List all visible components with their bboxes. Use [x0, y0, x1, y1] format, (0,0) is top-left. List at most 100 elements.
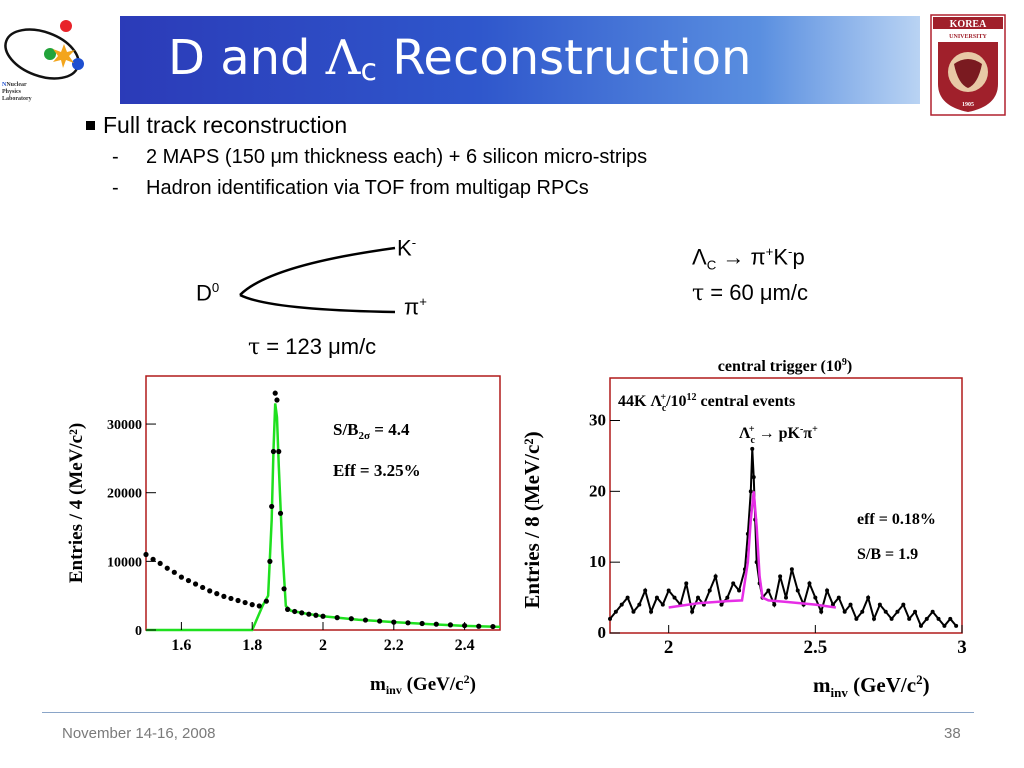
nuclear-physics-lab-logo: NNuclear Physics Laboratory [0, 14, 110, 106]
data-point [649, 609, 654, 614]
data-point [228, 595, 234, 602]
efficiency-annotation: eff = 0.18% [857, 511, 936, 528]
data-point [825, 588, 830, 593]
y-axis-label: Entries / 8 (MeV/c²) [520, 431, 544, 608]
data-point [200, 584, 206, 591]
data-point [877, 602, 882, 607]
y-tick-label: 30000 [107, 418, 142, 433]
y-tick-label: 10 [589, 552, 606, 571]
data-point [348, 616, 354, 622]
data-point [362, 617, 369, 623]
korea-university-logo: KOREA UNIVERSITY 1905 [930, 14, 1006, 116]
svg-text:1905: 1905 [962, 102, 974, 108]
plot-frame [145, 375, 501, 631]
x-tick-label: 2.5 [803, 637, 827, 658]
y-tick-label: 10000 [107, 555, 142, 570]
data-point [784, 595, 788, 600]
atom-logo-icon: NNuclear Physics Laboratory [2, 20, 84, 102]
data-point [313, 612, 319, 618]
d0-lifetime: τ = 123 μm/c [248, 334, 377, 360]
data-point [883, 609, 888, 614]
x-tick-label: 2 [664, 637, 674, 658]
svg-text:Physics: Physics [2, 89, 22, 95]
data-point [789, 567, 794, 572]
data-point [795, 588, 800, 593]
data-point [948, 616, 953, 621]
svg-text:NNuclear: NNuclear [2, 82, 27, 88]
svg-text:Laboratory: Laboratory [2, 96, 32, 102]
data-point [713, 574, 718, 579]
data-point [866, 595, 871, 600]
y-tick-label: 0 [135, 624, 142, 639]
data-point [807, 581, 812, 586]
data-point [433, 621, 439, 627]
x-axis-label: minv (GeV/c2) [370, 672, 476, 697]
data-point [954, 623, 959, 628]
sub-bullet-dash: - [112, 146, 119, 168]
data-point [207, 588, 213, 594]
data-point [476, 623, 482, 629]
data-point [267, 558, 273, 564]
data-point [277, 510, 284, 516]
data-point [192, 581, 199, 587]
footer-date: November 14-16, 2008 [62, 725, 216, 742]
data-point [637, 602, 642, 607]
tiger-crest-icon: KOREA UNIVERSITY 1905 [930, 14, 1006, 116]
data-point [901, 602, 906, 607]
data-point [854, 616, 859, 621]
data-point [276, 448, 282, 455]
data-point [748, 489, 753, 494]
data-point [842, 609, 847, 614]
data-point [751, 475, 756, 480]
x-tick-label: 3 [957, 637, 967, 658]
data-point [150, 556, 156, 562]
main-bullet: Full track reconstruction [86, 112, 347, 139]
data-point [872, 616, 876, 621]
data-point [860, 609, 865, 614]
data-point [613, 609, 618, 614]
data-point [725, 595, 730, 600]
decay-channel-annotation: Λc+ → pK-π+ [739, 424, 818, 446]
d0-label: D0 [196, 280, 220, 306]
data-point [263, 598, 269, 604]
x-tick-label: 2.2 [384, 637, 404, 654]
data-point [848, 602, 853, 607]
data-point [221, 593, 227, 599]
pion-label: π+ [404, 294, 427, 320]
lambda-lifetime: τ = 60 μm/c [692, 280, 808, 306]
data-point [696, 595, 700, 600]
data-point [405, 620, 411, 626]
data-point [918, 623, 923, 628]
data-point [299, 610, 305, 616]
data-point [942, 623, 947, 628]
data-point [936, 616, 941, 621]
data-point [666, 588, 671, 593]
x-axis-label: minv (GeV/c2) [813, 672, 930, 700]
data-point [292, 608, 298, 615]
data-point [419, 620, 425, 627]
svg-text:UNIVERSITY: UNIVERSITY [949, 34, 987, 40]
bullet-square-icon [86, 121, 95, 130]
data-point [737, 588, 742, 593]
data-point [707, 588, 712, 593]
x-tick-label: 1.6 [171, 637, 191, 654]
d0-mass-chart: 1.6 1.8 2 2.2 2.4 0 10000 20000 30000 S/B2σ = 4… [66, 375, 501, 697]
data-point [660, 602, 665, 607]
lambda-decay-label: ΛC → π+K-p [692, 244, 805, 273]
data-point [157, 560, 163, 567]
sub-bullet-dash: - [112, 177, 119, 199]
svg-text:KOREA: KOREA [950, 19, 987, 30]
page-number: 38 [944, 725, 961, 742]
data-point [143, 551, 149, 558]
data-point [766, 588, 771, 593]
data-point [256, 603, 262, 609]
data-point [895, 609, 900, 614]
data-point [631, 609, 636, 614]
x-tick-label: 2 [319, 637, 327, 654]
data-point [285, 606, 291, 613]
y-tick-label: 30 [589, 411, 606, 430]
data-point [272, 390, 278, 396]
data-point [830, 602, 835, 607]
data-point [270, 448, 277, 455]
data-point [185, 577, 192, 584]
